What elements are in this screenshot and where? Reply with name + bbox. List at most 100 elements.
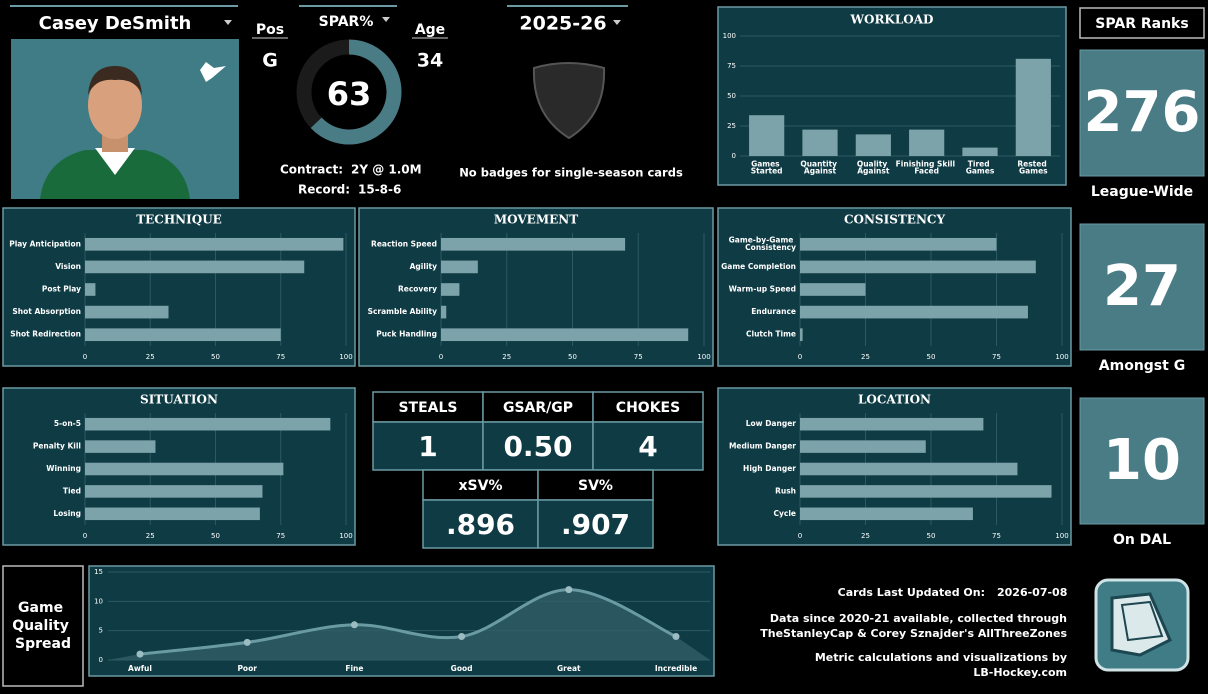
stat-header: SV%: [578, 478, 613, 494]
line: [139, 588, 677, 656]
x-tick-label: Good: [451, 664, 473, 673]
x-tick-label: 75: [992, 532, 1001, 540]
rank-label: On DAL: [1113, 532, 1171, 548]
x-tick-label: Finishing Skill Faced: [896, 160, 958, 176]
chart-title: SITUATION: [140, 393, 218, 407]
chart-title: MOVEMENT: [494, 213, 578, 227]
stat-value-cell: [537, 499, 654, 549]
bar: [85, 485, 263, 498]
spread-label-box: [2, 565, 84, 687]
updated-label: Cards Last Updated On:: [838, 586, 985, 599]
x-tick-label: Incredible: [655, 664, 697, 673]
y-tick-label: Rush: [775, 486, 796, 495]
dropdown-arrow[interactable]: [382, 17, 390, 22]
photo-figure: [40, 62, 226, 199]
age-label: Age: [415, 22, 445, 38]
rank-box: [1079, 223, 1205, 351]
rank-value: 27: [1103, 254, 1181, 319]
point: [458, 633, 466, 641]
contract-label: Contract:: [280, 163, 343, 177]
y-tick-label: Endurance: [751, 307, 796, 316]
bar: [85, 462, 284, 476]
spar-value: 63: [327, 75, 372, 113]
point: [136, 650, 144, 658]
bar: [85, 283, 96, 296]
rank-value: 10: [1103, 428, 1181, 493]
y-tick-label: 100: [723, 32, 736, 40]
stat-header-cell: [537, 469, 654, 501]
y-tick-label: Penalty Kill: [33, 442, 81, 451]
x-tick-label: 100: [1055, 532, 1068, 540]
ranks-title: SPAR Ranks: [1095, 16, 1188, 32]
bar: [962, 147, 998, 156]
y-tick-label: Scramble Ability: [368, 307, 438, 316]
x-tick-label: Great: [557, 664, 581, 673]
y-tick-label: Low Danger: [746, 419, 797, 428]
y-tick-label: Winning: [46, 464, 81, 473]
x-tick-label: 50: [927, 532, 936, 540]
bar: [85, 237, 344, 251]
y-tick-label: Clutch Time: [746, 330, 796, 339]
bar: [85, 328, 281, 342]
bar: [800, 305, 1028, 319]
point: [565, 586, 573, 594]
bar: [441, 305, 447, 319]
x-tick-label: 25: [146, 353, 155, 361]
bar: [855, 134, 891, 156]
x-tick-label: 0: [798, 353, 802, 361]
bar: [800, 485, 1052, 498]
y-tick-label: Shot Redirection: [10, 330, 81, 339]
y-tick-label: High Danger: [743, 464, 796, 473]
y-tick-label: 15: [94, 568, 103, 576]
point: [350, 621, 358, 629]
y-tick-label: Tied: [63, 486, 81, 495]
y-tick-label: Game-by-Game Consistency: [729, 236, 796, 253]
y-tick-label: Game Completion: [721, 262, 796, 271]
y-tick-label: Play Anticipation: [9, 239, 81, 248]
bar: [800, 462, 1018, 476]
bar: [800, 440, 926, 453]
y-tick-label: Puck Handling: [376, 330, 437, 339]
bar: [85, 305, 169, 319]
x-tick-label: 25: [861, 532, 870, 540]
x-tick-label: Poor: [237, 664, 257, 673]
season[interactable]: 2025-26: [519, 13, 606, 35]
x-tick-label: Tired Games: [966, 160, 995, 176]
x-tick-label: Awful: [128, 664, 152, 673]
player-name[interactable]: Casey DeSmith: [39, 13, 192, 34]
x-tick-label: 50: [927, 353, 936, 361]
spread-title: Game Quality Spread: [12, 600, 74, 652]
stat-header: CHOKES: [616, 400, 680, 416]
stat-value: .907: [561, 508, 630, 541]
y-tick-label: Post Play: [42, 285, 81, 294]
area: [108, 589, 710, 660]
x-tick-label: 0: [83, 353, 87, 361]
bar: [441, 328, 689, 342]
dropdown-arrow[interactable]: [613, 20, 621, 25]
stat-value: .896: [446, 508, 515, 541]
bar: [800, 417, 984, 431]
x-tick-label: 75: [276, 532, 285, 540]
y-tick-label: 50: [727, 92, 736, 100]
y-tick-label: Recovery: [398, 285, 437, 294]
bar: [85, 260, 305, 274]
spar-label: SPAR%: [319, 14, 374, 30]
x-tick-label: Quantity Against: [800, 160, 839, 176]
bar: [800, 237, 997, 251]
spar-gauge: [310, 39, 402, 145]
dropdown-arrow[interactable]: [224, 20, 232, 25]
x-tick-label: 0: [798, 532, 802, 540]
stat-header: xSV%: [459, 478, 503, 494]
x-tick-label: 50: [211, 353, 220, 361]
rank-label: Amongst G: [1099, 358, 1185, 374]
x-tick-label: 50: [211, 532, 220, 540]
bar: [441, 260, 478, 274]
age-value: 34: [417, 50, 443, 72]
bar: [85, 440, 156, 453]
x-tick-label: Rested Games: [1017, 160, 1049, 176]
record-value: 15-8-6: [358, 183, 401, 197]
rank-box: [1079, 49, 1205, 177]
x-tick-label: 25: [861, 353, 870, 361]
bar: [800, 507, 973, 521]
y-tick-label: Reaction Speed: [371, 239, 437, 248]
